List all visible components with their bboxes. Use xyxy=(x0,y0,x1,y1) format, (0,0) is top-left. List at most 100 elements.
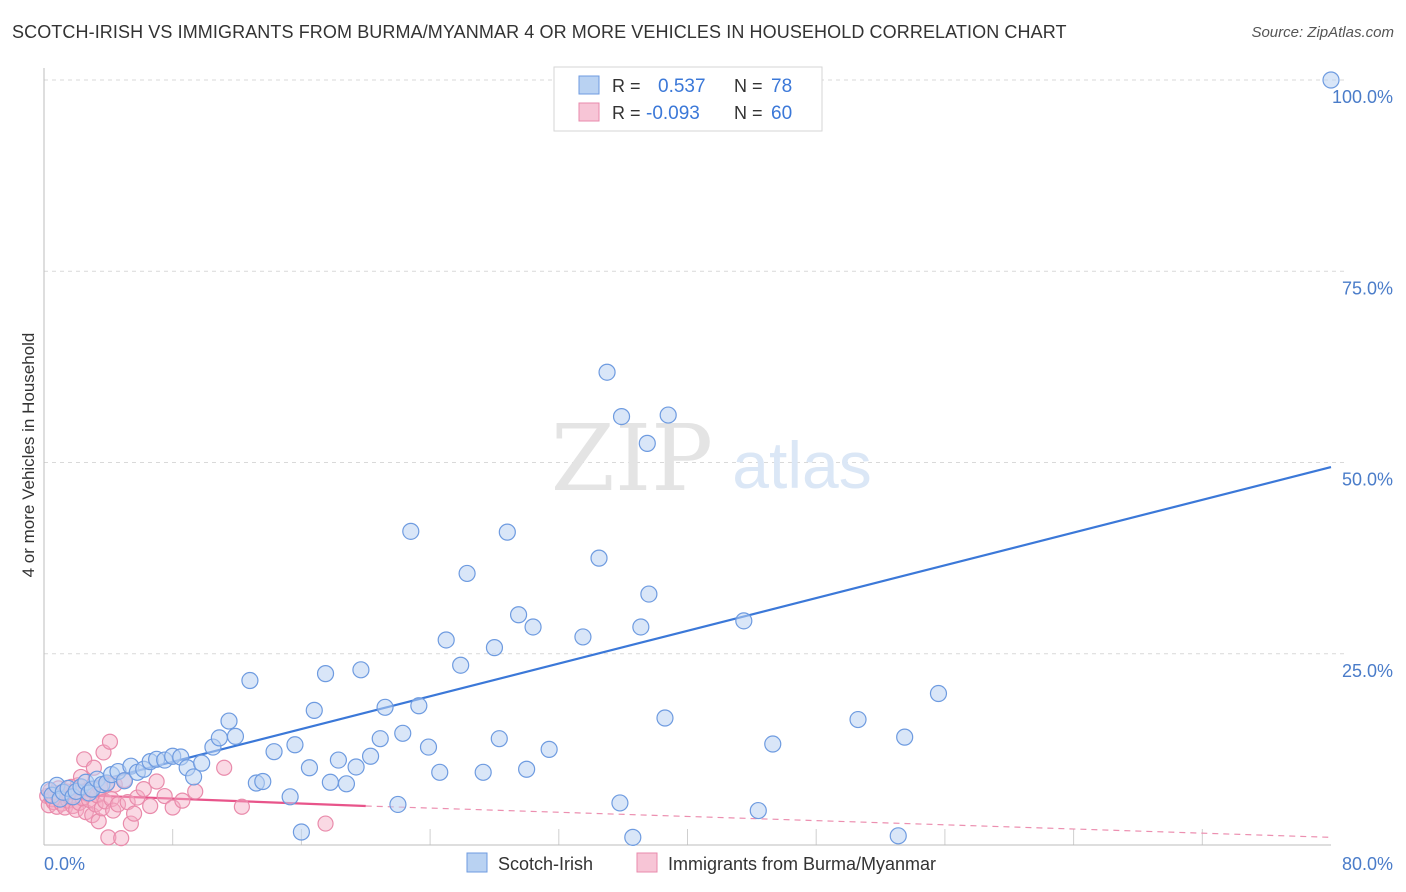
bottom-legend-swatch-pink xyxy=(636,852,658,873)
burma-point-44 xyxy=(113,830,130,847)
burma-point-55 xyxy=(174,792,191,809)
scotch-irish-point-37 xyxy=(281,788,299,806)
scotch-irish-point-76 xyxy=(640,585,658,603)
scotch-irish-point-58 xyxy=(452,656,470,674)
legend-r-label-2: R = xyxy=(612,103,641,123)
burma-point-47 xyxy=(122,815,139,832)
legend-r-value-2: -0.093 xyxy=(646,103,700,124)
scotch-irish-point-48 xyxy=(361,747,380,765)
scotch-irish-point-62 xyxy=(490,730,508,748)
legend-n-label-2: N = xyxy=(734,103,763,123)
scotch-irish-point-47 xyxy=(352,661,370,679)
burma-point-32 xyxy=(90,813,107,830)
scotch-irish-point-50 xyxy=(376,698,394,716)
burma-point-49 xyxy=(129,789,146,806)
scotch-irish-point-59 xyxy=(458,564,476,583)
scotch-irish-point-38 xyxy=(286,736,304,754)
legend-swatch-blue xyxy=(578,75,600,95)
scotch-irish-point-84 xyxy=(896,728,914,746)
scotch-irish-point-67 xyxy=(540,740,558,758)
burma-point-53 xyxy=(156,787,173,805)
scotch-irish-point-41 xyxy=(305,701,323,719)
bottom-legend-label-burma: Immigrants from Burma/Myanmar xyxy=(668,854,936,874)
scotch-irish-point-79 xyxy=(735,612,753,630)
scotch-irish-point-66 xyxy=(524,618,542,636)
burma-point-59 xyxy=(317,815,334,832)
burma-point-51 xyxy=(142,797,159,815)
bottom-legend-label-scotch-irish: Scotch-Irish xyxy=(498,854,593,874)
burma-point-43 xyxy=(109,796,127,813)
series-scotch-irish-points xyxy=(40,71,1340,846)
scotch-irish-point-45 xyxy=(337,775,356,793)
scotch-irish-point-51 xyxy=(389,795,407,814)
scotch-irish-point-52 xyxy=(394,724,412,742)
scotch-irish-point-69 xyxy=(590,549,608,567)
burma-point-57 xyxy=(216,759,233,776)
source-note: Source: ZipAtlas.com xyxy=(1251,24,1394,41)
scotch-irish-point-44 xyxy=(329,751,348,769)
burma-point-48 xyxy=(125,805,143,822)
legend-n-label-1: N = xyxy=(734,76,763,96)
scotch-irish-point-68 xyxy=(574,628,592,646)
scotch-irish-point-28 xyxy=(193,754,211,772)
scotch-irish-point-72 xyxy=(612,408,631,426)
scotch-irish-point-86 xyxy=(1322,71,1340,89)
scotch-irish-point-85 xyxy=(929,684,948,703)
scotch-irish-point-54 xyxy=(410,697,428,715)
scotch-irish-point-46 xyxy=(347,758,365,776)
scotch-irish-trend-line xyxy=(43,466,1332,796)
scotch-irish-point-40 xyxy=(300,759,319,777)
scotch-irish-point-49 xyxy=(371,730,389,748)
series-legend: Scotch-Irish Immigrants from Burma/Myanm… xyxy=(466,852,936,874)
scotch-irish-point-81 xyxy=(764,735,782,753)
chart-title: SCOTCH-IRISH VS IMMIGRANTS FROM BURMA/MY… xyxy=(12,22,1067,42)
scotch-irish-point-71 xyxy=(611,794,629,812)
scotch-irish-point-17 xyxy=(115,772,134,790)
scotch-irish-point-36 xyxy=(265,743,283,761)
scotch-irish-point-39 xyxy=(292,823,310,841)
scotch-irish-point-60 xyxy=(474,763,492,781)
tick-labels: 25.0% 50.0% 75.0% 100.0% 0.0% 80.0% xyxy=(44,87,1393,874)
burma-point-38 xyxy=(100,829,117,846)
scotch-irish-point-80 xyxy=(749,801,767,820)
burma-point-56 xyxy=(187,783,204,800)
bottom-legend-swatch-blue xyxy=(466,852,488,873)
scotch-irish-point-57 xyxy=(437,631,455,649)
y-tick-label-0: 25.0% xyxy=(1342,661,1393,681)
scotch-irish-point-42 xyxy=(316,665,335,683)
y-axis-label: 4 or more Vehicles in Household xyxy=(19,333,38,578)
y-tick-label-2: 75.0% xyxy=(1342,278,1393,298)
correlation-legend: R = 0.537 N = 78 R = -0.093 N = 60 xyxy=(553,66,823,132)
scotch-irish-point-78 xyxy=(659,406,677,424)
scotch-irish-point-30 xyxy=(210,729,228,747)
burma-point-52 xyxy=(148,773,165,790)
legend-swatch-pink xyxy=(578,102,600,122)
scotch-irish-point-32 xyxy=(226,727,245,745)
burma-point-58 xyxy=(233,798,250,815)
y-tick-label-3: 100.0% xyxy=(1332,87,1393,107)
burma-trend-line-extension xyxy=(365,805,1332,838)
trend-lines xyxy=(43,466,1332,838)
scotch-irish-point-43 xyxy=(321,773,339,791)
scotch-irish-point-33 xyxy=(241,671,259,690)
scotch-irish-point-83 xyxy=(889,827,907,845)
scotch-irish-point-63 xyxy=(498,523,516,541)
scotch-irish-point-74 xyxy=(632,618,650,636)
scotch-irish-point-55 xyxy=(419,738,438,756)
watermark-atlas: atlas xyxy=(732,428,871,502)
scotch-irish-point-73 xyxy=(624,828,642,846)
burma-point-50 xyxy=(135,781,152,798)
scotch-irish-point-56 xyxy=(431,763,449,781)
scotch-irish-point-65 xyxy=(518,760,536,778)
watermark: ZIP atlas xyxy=(551,405,872,512)
scotch-irish-point-61 xyxy=(485,639,504,657)
scotch-irish-point-31 xyxy=(220,712,238,730)
watermark-zip: ZIP xyxy=(551,405,713,512)
scotch-irish-point-35 xyxy=(254,772,272,791)
scotch-irish-point-64 xyxy=(509,606,528,624)
legend-r-value-1: 0.537 xyxy=(658,76,706,97)
y-tick-label-1: 50.0% xyxy=(1342,470,1393,490)
scotch-irish-point-27 xyxy=(185,768,203,786)
scotch-irish-point-75 xyxy=(638,434,656,452)
